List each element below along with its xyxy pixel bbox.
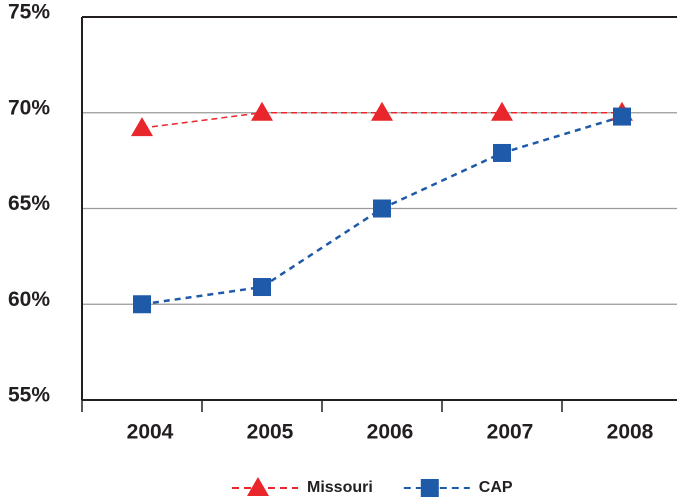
x-tick-label: 2005 <box>247 421 294 444</box>
legend-label: Missouri <box>307 479 373 496</box>
y-tick-label: 70% <box>8 96 50 119</box>
x-tick-label: 2008 <box>607 421 654 444</box>
data-point <box>491 101 513 121</box>
legend-label: CAP <box>479 479 513 496</box>
data-point <box>613 107 631 126</box>
data-point <box>371 101 393 121</box>
y-tick-label: 75% <box>8 1 50 24</box>
data-point <box>251 101 273 121</box>
x-tick-label: 2007 <box>487 421 534 444</box>
y-tick-label: 60% <box>8 288 50 311</box>
y-tick-label: 55% <box>8 384 50 407</box>
data-point <box>253 278 271 297</box>
data-point <box>373 199 391 218</box>
data-point <box>131 117 153 137</box>
y-tick-label: 65% <box>8 192 50 215</box>
x-tick-label: 2004 <box>127 421 174 444</box>
legend-marker <box>247 477 269 496</box>
legend-marker <box>420 479 439 497</box>
data-point <box>133 295 151 314</box>
data-point <box>493 143 511 162</box>
x-tick-label: 2006 <box>367 421 414 444</box>
